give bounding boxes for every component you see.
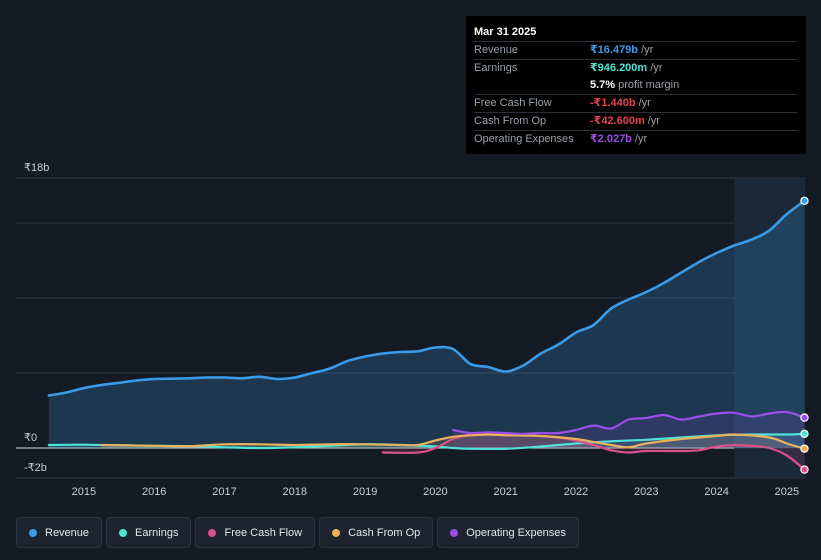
chart-legend: Revenue Earnings Free Cash Flow Cash From O… xyxy=(16,517,579,548)
operating-expenses-area xyxy=(453,411,805,448)
tooltip-row-value: ₹16.479b/yr xyxy=(590,44,654,56)
tooltip-row: 5.7% profit margin xyxy=(474,77,798,94)
x-tick-label: 2018 xyxy=(283,486,307,498)
forecast-highlight-region xyxy=(734,178,805,478)
legend-dot-icon xyxy=(450,528,459,537)
cash-from-op-end-marker xyxy=(800,444,809,453)
tooltip-row-value: -₹1.440b/yr xyxy=(590,97,651,109)
operating-expenses-line xyxy=(451,410,806,435)
revenue-line xyxy=(47,199,806,397)
tooltip-row-value: ₹2.027b/yr xyxy=(590,133,648,145)
tooltip-row-value: -₹42.600m/yr xyxy=(590,115,660,127)
legend-item-free-cash-flow[interactable]: Free Cash Flow xyxy=(195,517,316,548)
revenue-end-marker xyxy=(800,196,809,206)
x-tick-label: 2016 xyxy=(142,486,166,498)
data-tooltip: Mar 31 2025 Revenue ₹16.479b/yr Earnings ₹9… xyxy=(466,16,806,154)
tooltip-row: Operating Expenses ₹2.027b/yr xyxy=(474,130,798,148)
revenue-area xyxy=(48,200,805,448)
legend-label: Free Cash Flow xyxy=(224,526,303,539)
series-areas xyxy=(48,200,805,470)
tooltip-row: Revenue ₹16.479b/yr xyxy=(474,41,798,59)
x-tick-label: 2017 xyxy=(212,486,236,498)
tooltip-row-label: Earnings xyxy=(474,62,518,74)
x-tick-label: 2015 xyxy=(72,486,96,498)
legend-item-earnings[interactable]: Earnings xyxy=(106,517,192,548)
y-tick-label: -₹2b xyxy=(24,462,47,474)
series-lines xyxy=(47,199,806,471)
legend-dot-icon xyxy=(332,528,341,537)
tooltip-row-value: ₹946.200m/yr xyxy=(590,62,663,74)
operating-expenses-end-marker xyxy=(800,413,809,422)
tooltip-row-label: Free Cash Flow xyxy=(474,97,552,109)
series-end-markers xyxy=(800,196,809,474)
x-tick-label: 2022 xyxy=(564,486,588,498)
x-tick-label: 2025 xyxy=(775,486,799,498)
free-cash-flow-end-marker xyxy=(800,465,809,474)
legend-item-operating-expenses[interactable]: Operating Expenses xyxy=(437,517,579,548)
legend-item-revenue[interactable]: Revenue xyxy=(16,517,103,548)
tooltip-row-label xyxy=(474,77,590,94)
x-axis-tick-labels: 2015 2016 2017 2018 2019 2020 2021 2022 2023 2024… xyxy=(72,486,799,498)
y-tick-label: ₹0 xyxy=(24,432,37,444)
y-tick-label: ₹18b xyxy=(24,162,49,174)
tooltip-row: Free Cash Flow -₹1.440b/yr xyxy=(474,94,798,112)
legend-dot-icon xyxy=(119,528,128,537)
legend-label: Cash From Op xyxy=(348,526,421,539)
x-tick-label: 2020 xyxy=(423,486,447,498)
free-cash-flow-area xyxy=(382,433,805,470)
tooltip-date: Mar 31 2025 xyxy=(474,26,537,38)
legend-label: Revenue xyxy=(45,526,90,539)
legend-label: Earnings xyxy=(135,526,179,539)
earnings-end-marker xyxy=(800,429,809,439)
tooltip-row-label: Revenue xyxy=(474,44,519,56)
x-tick-label: 2023 xyxy=(634,486,658,498)
grid-lines xyxy=(16,177,805,479)
legend-label: Operating Expenses xyxy=(466,526,566,539)
x-tick-label: 2019 xyxy=(353,486,377,498)
earnings-revenue-chart: ₹18b₹0-₹2b 2015 2016 2017 2018 2019 2020 2021 2… xyxy=(16,162,809,498)
cash-from-op-line xyxy=(100,433,806,450)
tooltip-rows: Revenue ₹16.479b/yr Earnings ₹946.200m/yr 5.… xyxy=(474,41,798,148)
legend-dot-icon xyxy=(208,528,217,537)
legend-item-cash-from-op[interactable]: Cash From Op xyxy=(319,517,434,548)
tooltip-row: Cash From Op -₹42.600m/yr xyxy=(474,112,798,130)
x-tick-label: 2024 xyxy=(704,486,728,498)
x-tick-label: 2021 xyxy=(493,486,517,498)
legend-dot-icon xyxy=(29,528,37,537)
tooltip-row-label: Cash From Op xyxy=(474,115,547,127)
tooltip-row-value: 5.7% profit margin xyxy=(590,79,680,91)
tooltip-row-label: Operating Expenses xyxy=(474,133,574,145)
tooltip-row: Earnings ₹946.200m/yr xyxy=(474,59,798,77)
y-axis-tick-labels: ₹18b ₹0 -₹2b xyxy=(24,162,49,474)
